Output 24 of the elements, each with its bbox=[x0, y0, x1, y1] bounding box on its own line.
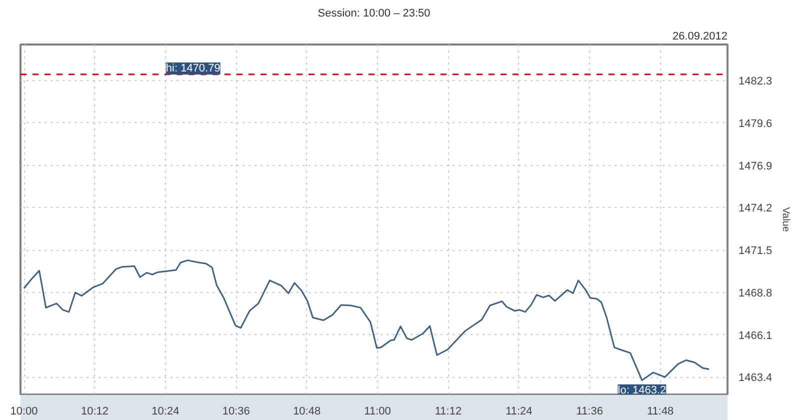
x-tick-label: 10:36 bbox=[222, 406, 250, 418]
annotation: lo: 1463.2 bbox=[618, 384, 666, 396]
x-tick-label: 11:48 bbox=[646, 406, 674, 418]
x-tick-label: 11:36 bbox=[576, 406, 603, 418]
y-tick-label: 1476.9 bbox=[738, 160, 772, 172]
x-tick-label: 10:00 bbox=[10, 406, 38, 418]
y-tick-label: 1482.3 bbox=[738, 76, 772, 88]
chart-subtitle: Session: 10:00 – 23:50 bbox=[318, 8, 430, 20]
x-tick-label: 10:12 bbox=[80, 406, 109, 418]
y-tick-label: 1463.4 bbox=[738, 372, 772, 384]
x-tick-label: 10:48 bbox=[293, 406, 321, 418]
y-tick-label: 1466.1 bbox=[738, 330, 772, 342]
x-tick-label: 11:00 bbox=[364, 406, 391, 418]
x-tick-label: 11:24 bbox=[506, 406, 532, 418]
x-tick-label: 10:24 bbox=[152, 406, 180, 418]
y-tick-label: 1474.2 bbox=[738, 202, 772, 215]
y-tick-label: 1471.5 bbox=[738, 245, 772, 258]
text: 26.09.2012 bbox=[672, 30, 728, 42]
annotation: hi: 1470.79 bbox=[166, 62, 220, 74]
line-series bbox=[23, 260, 710, 381]
y-tick-label: 1479.6 bbox=[738, 118, 772, 130]
x-tick-label: 11:12 bbox=[434, 406, 462, 418]
y-tick-label: 1468.8 bbox=[738, 287, 772, 300]
y-axis-title: Value bbox=[780, 207, 792, 232]
